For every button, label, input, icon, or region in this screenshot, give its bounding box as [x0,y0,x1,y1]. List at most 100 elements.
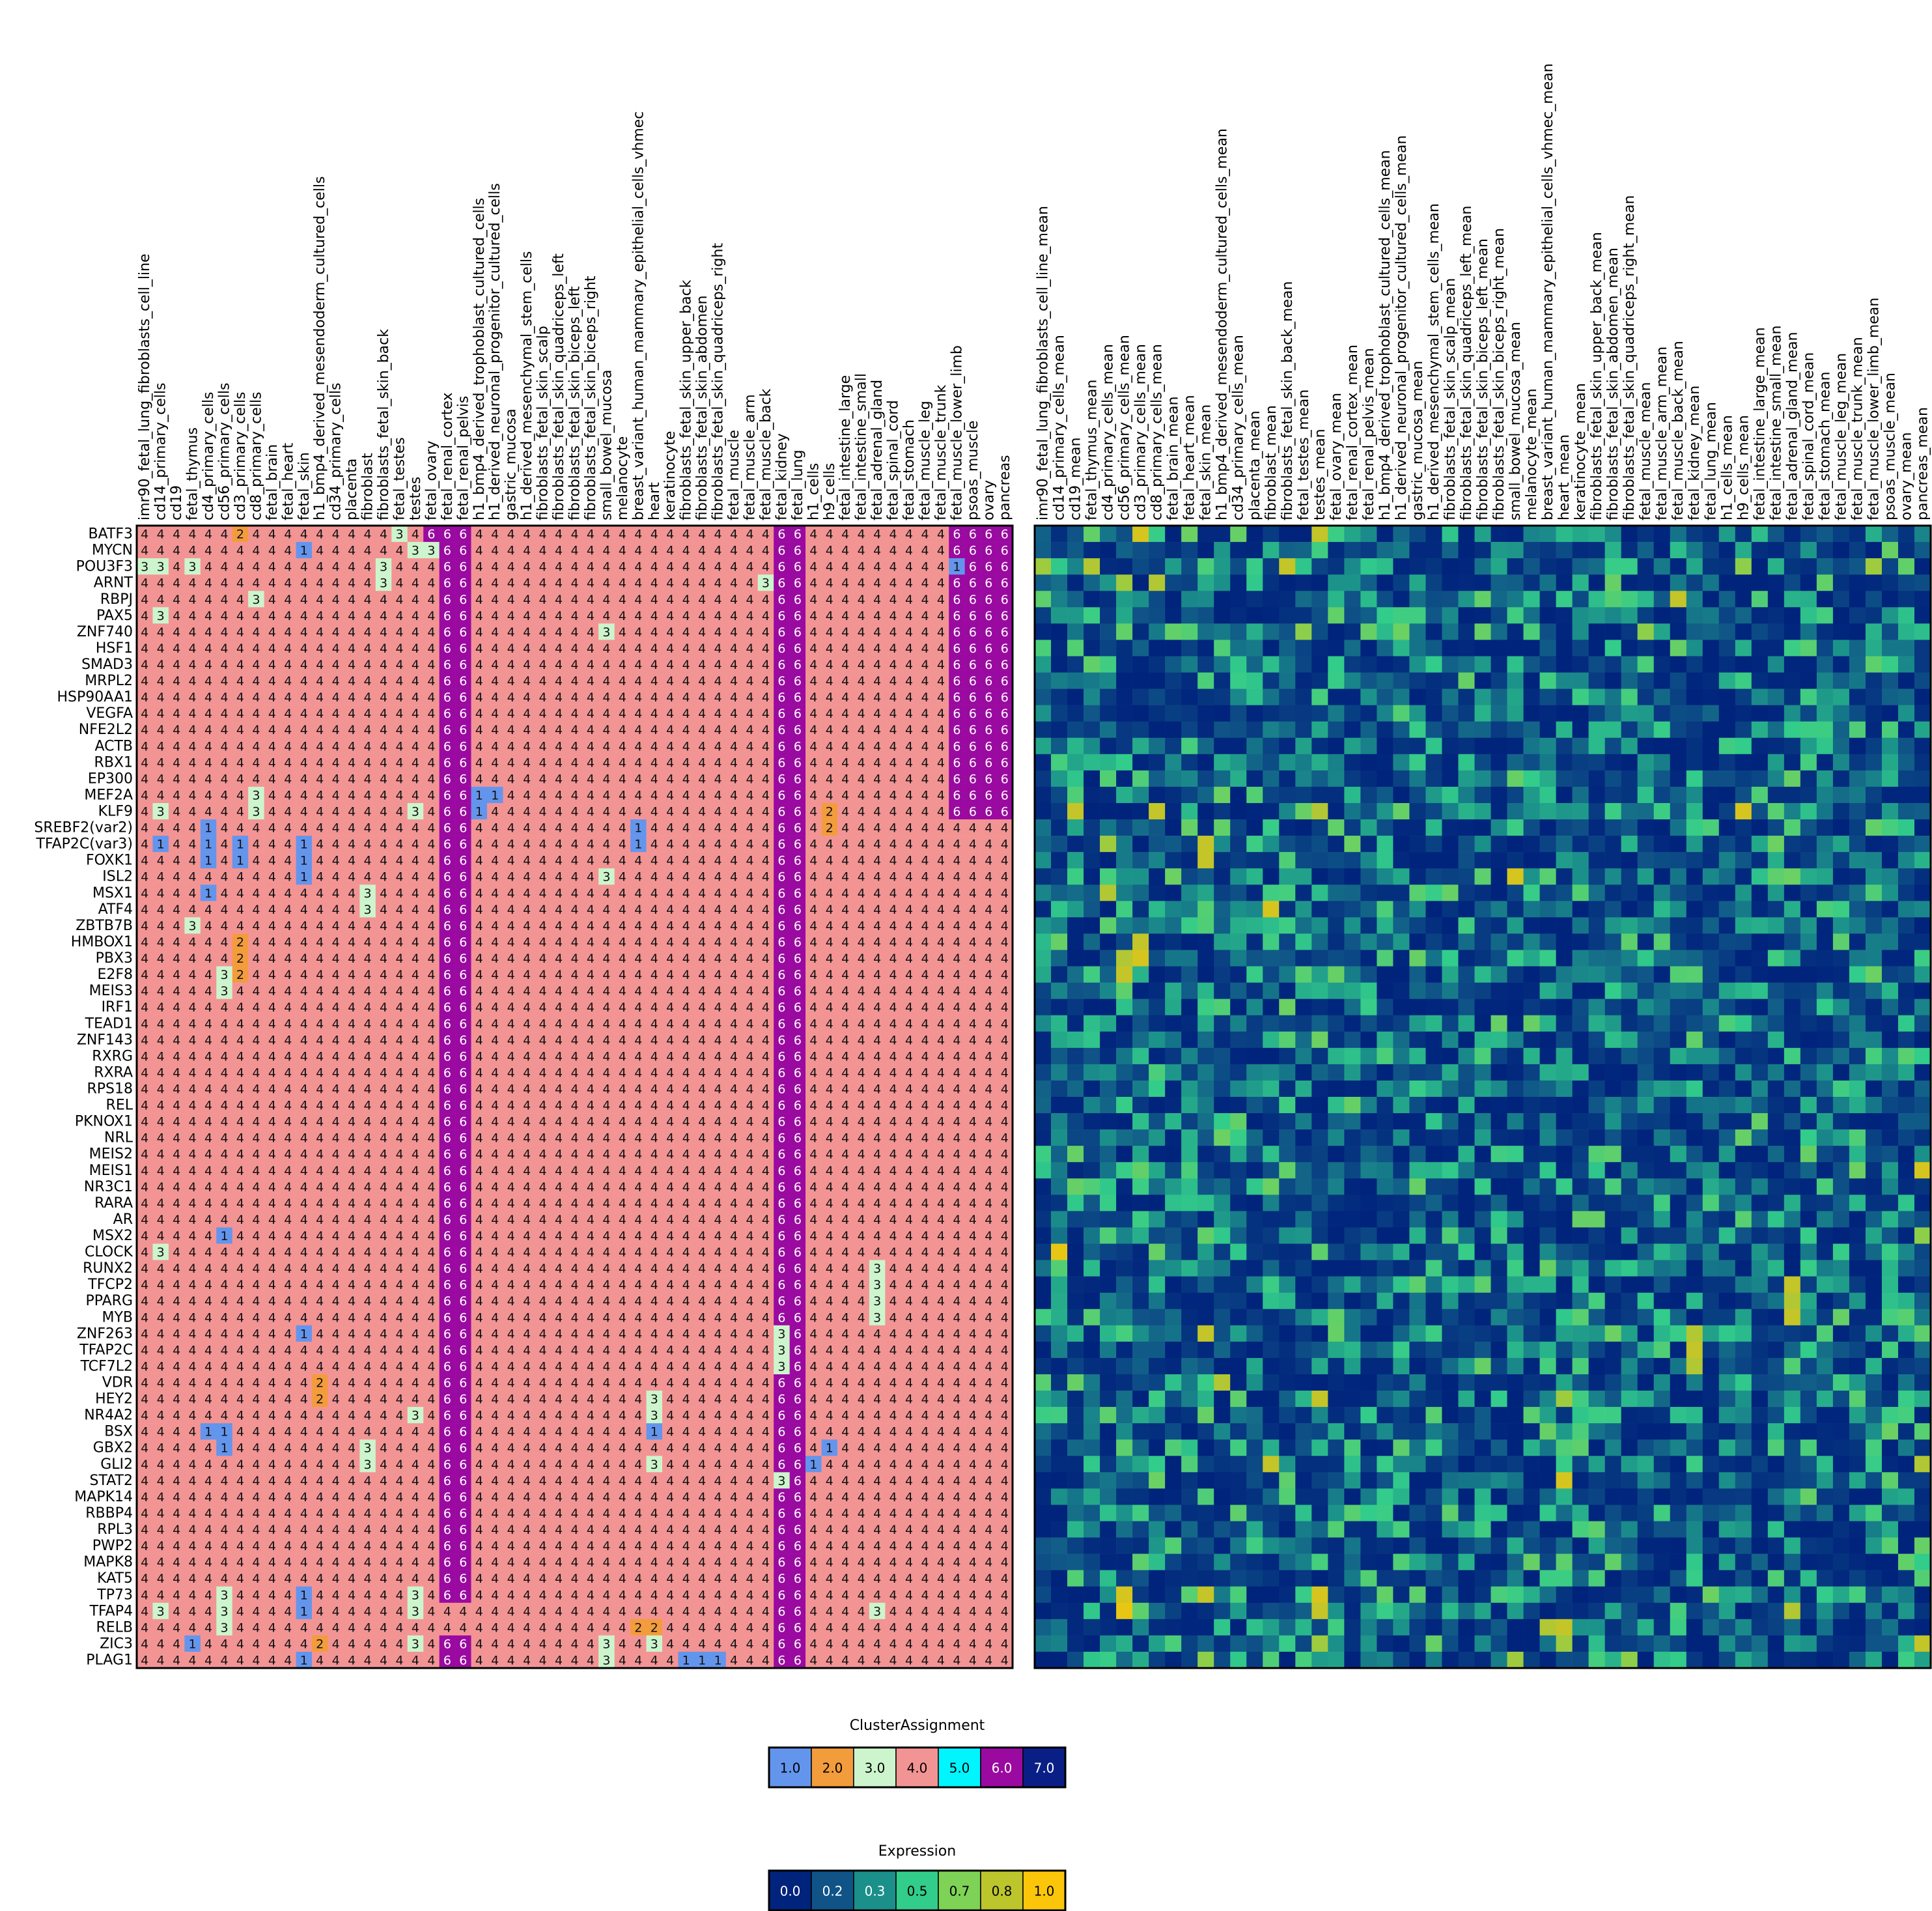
cluster-cell-label: 4 [937,968,945,982]
cluster-cell-label: 4 [666,707,674,721]
cluster-cell-label: 4 [873,854,881,868]
cluster-cell-label: 4 [602,674,610,688]
cluster-cell-label: 4 [826,838,833,852]
cluster-cell-label: 4 [873,1213,881,1227]
cluster-cell-label: 4 [826,560,833,574]
cluster-cell-label: 4 [714,1131,722,1146]
cluster-cell-label: 4 [634,625,642,640]
cluster-cell-label: 4 [746,935,753,950]
cluster-cell [837,526,854,543]
cluster-cell-label: 4 [698,1213,706,1227]
cluster-cell-label: 4 [380,886,387,901]
cluster-cell-label: 4 [985,935,992,950]
cluster-cell [296,542,313,559]
cluster-cell-label: 4 [602,805,610,819]
cluster-cell-label: 6 [985,593,992,607]
cluster-cell-label: 4 [762,609,770,623]
cluster-cell-label: 4 [380,903,387,917]
cluster-cell-label: 4 [905,1066,913,1080]
cluster-cell-label: 4 [380,674,387,688]
cluster-cell-label: 4 [316,593,324,607]
cluster-cell-label: 4 [730,886,738,901]
cluster-cell-label: 4 [523,854,531,868]
cluster-cell-label: 4 [587,658,595,672]
cluster-cell-label: 4 [634,1164,642,1178]
cluster-cell-label: 4 [507,544,515,558]
cluster-cell-label: 4 [762,625,770,640]
cluster-cell-label: 4 [157,772,165,786]
cluster-cell-label: 3 [189,919,197,933]
cluster-cell-label: 4 [746,658,753,672]
cluster-cell-label: 6 [953,674,960,688]
cluster-cell-label: 4 [826,756,833,770]
cluster-cell-label: 4 [826,528,833,542]
cluster-cell-label: 4 [141,984,148,998]
cluster-cell-label: 4 [587,1148,595,1162]
cluster-cell [184,558,201,575]
cluster-cell-label: 4 [682,805,690,819]
cluster-cell-label: 4 [475,935,483,950]
cluster-cell-label: 4 [937,886,945,901]
cluster-cell-label: 4 [666,903,674,917]
cluster-cell-label: 6 [1001,772,1009,786]
cluster-cell-label: 4 [905,935,913,950]
cluster-cell-label: 4 [841,674,849,688]
cluster-cell-label: 4 [475,739,483,754]
cluster-cell-label: 4 [841,1196,849,1211]
cluster-cell-label: 4 [220,756,228,770]
cluster-cell-label: 4 [666,968,674,982]
cluster-cell [375,526,392,543]
cluster-cell-label: 6 [1001,544,1009,558]
cluster-cell-label: 4 [953,821,960,836]
cluster-cell-label: 4 [141,903,148,917]
cluster-cell-label: 6 [459,788,467,802]
cluster-cell-label: 4 [412,1115,419,1129]
cluster-cell-label: 4 [762,935,770,950]
cluster-cell-label: 4 [905,723,913,737]
cluster-cell-label: 4 [1001,854,1009,868]
cluster-cell-label: 4 [284,739,292,754]
cluster-cell-label: 4 [141,707,148,721]
cluster-cell-label: 4 [539,1229,547,1243]
cluster-cell-label: 4 [189,1229,197,1243]
cluster-cell-label: 4 [730,838,738,852]
cluster-cell-label: 6 [459,674,467,688]
cluster-cell-label: 6 [953,772,960,786]
cluster-cell-label: 6 [459,625,467,640]
cluster-cell-label: 4 [889,642,897,656]
cluster-cell-label: 4 [157,690,165,705]
cluster-cell-label: 6 [794,1082,802,1096]
cluster-cell-label: 4 [252,756,260,770]
cluster-cell-label: 4 [714,1213,722,1227]
cluster-cell-label: 4 [762,1229,770,1243]
cluster-cell-label: 4 [348,1115,356,1129]
cluster-cell-label: 4 [826,609,833,623]
cluster-cell-label: 4 [905,690,913,705]
cluster-cell-label: 4 [570,576,578,591]
cluster-cell-label: 4 [284,576,292,591]
cluster-cell-label: 4 [682,935,690,950]
cluster-cell-label: 4 [905,1164,913,1178]
cluster-cell-label: 4 [507,1213,515,1227]
cluster-cell-label: 4 [300,658,308,672]
cluster-cell-label: 3 [412,544,419,558]
cluster-cell-label: 1 [953,560,960,574]
cluster-cell-label: 3 [364,903,372,917]
cluster-cell-label: 4 [189,739,197,754]
cluster-cell-label: 4 [141,1229,148,1243]
cluster-cell-label: 4 [555,805,563,819]
cluster-cell-label: 4 [380,642,387,656]
cluster-cell-label: 4 [380,658,387,672]
cluster-cell-label: 6 [777,854,785,868]
cluster-cell-label: 4 [841,968,849,982]
cluster-cell-label: 4 [236,544,244,558]
cluster-cell-label: 4 [332,1245,340,1260]
cluster-cell-label: 4 [602,1213,610,1227]
cluster-cell-label: 4 [937,1131,945,1146]
cluster-cell-label: 4 [985,1196,992,1211]
cluster-cell-label: 4 [284,886,292,901]
cluster-cell-label: 4 [602,723,610,737]
cluster-cell-label: 6 [443,968,451,982]
cluster-cell [487,526,503,543]
cluster-cell-label: 4 [268,821,276,836]
